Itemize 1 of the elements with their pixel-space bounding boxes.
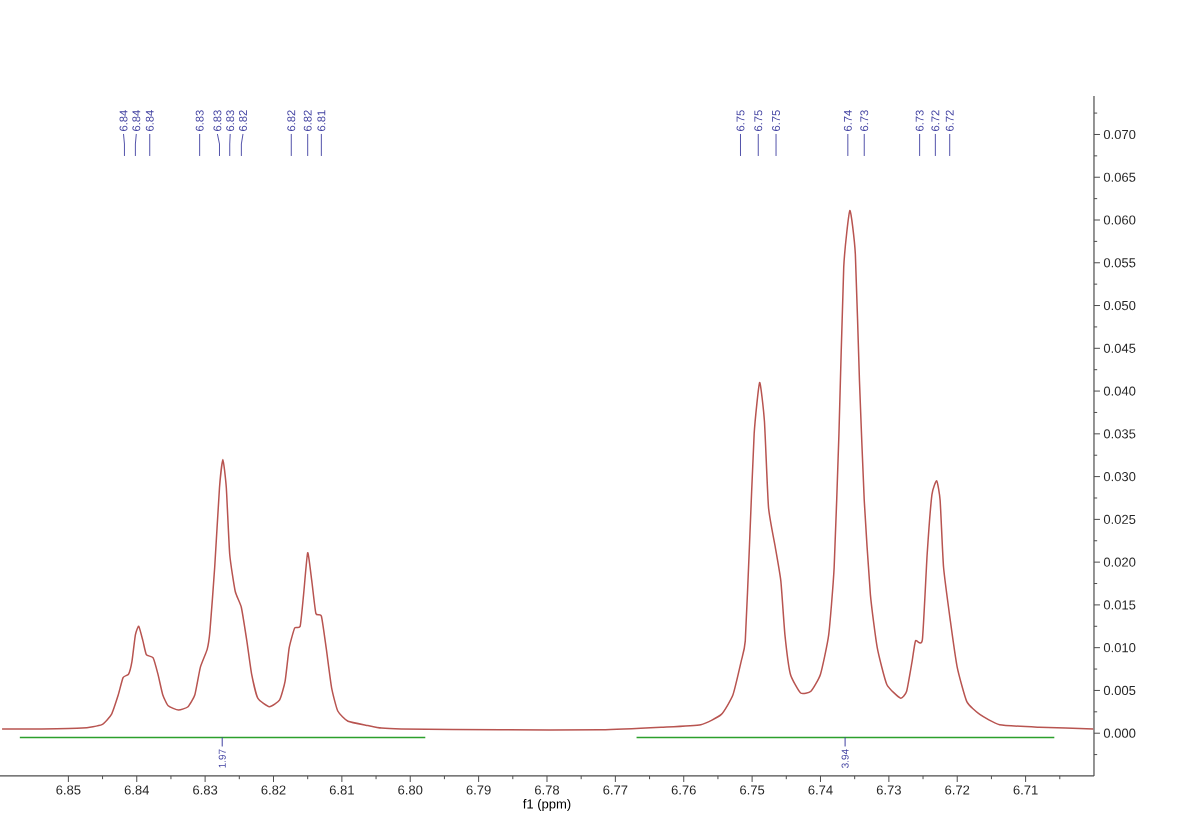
line-series (1, 209, 1095, 731)
